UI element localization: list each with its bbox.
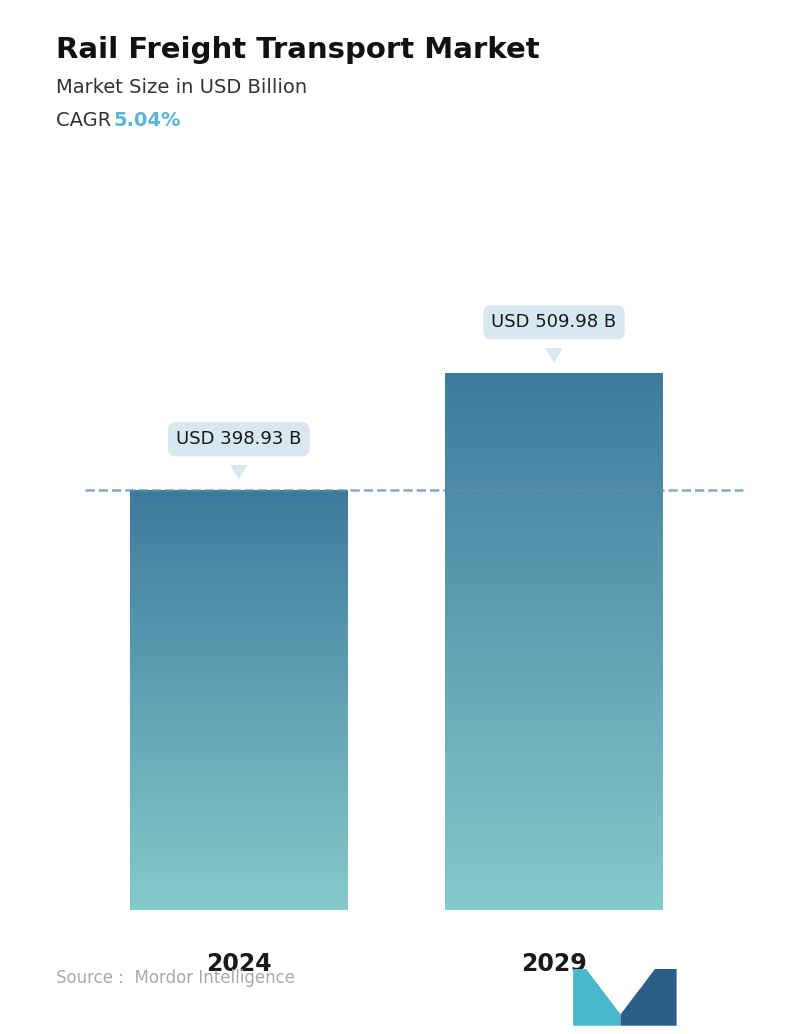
Polygon shape	[621, 969, 677, 1026]
Text: USD 509.98 B: USD 509.98 B	[491, 313, 617, 331]
Text: USD 398.93 B: USD 398.93 B	[176, 430, 302, 448]
Polygon shape	[545, 348, 563, 363]
Text: Source :  Mordor Intelligence: Source : Mordor Intelligence	[56, 970, 295, 987]
Text: 2029: 2029	[521, 952, 587, 976]
Text: Market Size in USD Billion: Market Size in USD Billion	[56, 78, 306, 96]
Polygon shape	[629, 969, 651, 989]
Text: Rail Freight Transport Market: Rail Freight Transport Market	[56, 36, 540, 64]
Text: 2024: 2024	[206, 952, 271, 976]
Polygon shape	[230, 465, 248, 480]
Text: CAGR: CAGR	[56, 111, 117, 129]
Text: 5.04%: 5.04%	[114, 111, 181, 129]
Polygon shape	[573, 969, 621, 1026]
